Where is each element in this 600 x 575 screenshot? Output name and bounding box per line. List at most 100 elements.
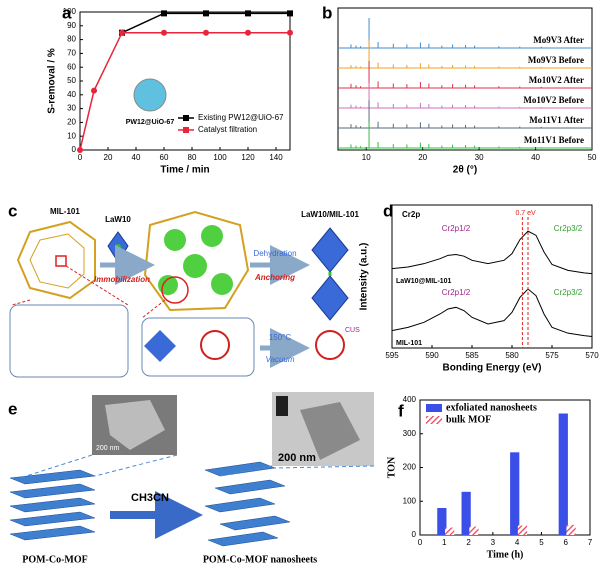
x-axis-label: Bonding Energy (eV) xyxy=(443,363,542,374)
marker xyxy=(203,10,209,17)
spectrum xyxy=(391,288,593,337)
x-tick-label: 20 xyxy=(104,153,113,162)
legend-label: bulk MOF xyxy=(446,414,491,425)
x-tick-label: 0 xyxy=(78,153,83,162)
y-axis-label: Intensity (a.u.) xyxy=(359,243,370,311)
bar xyxy=(445,527,455,535)
x-tick-label: 40 xyxy=(531,153,540,162)
x-tick-label: 60 xyxy=(160,153,169,162)
x-tick-label: 5 xyxy=(539,538,544,547)
diagram-e-art xyxy=(9,392,375,547)
y-axis-label: S-removal / % xyxy=(47,48,58,114)
legend-label: Catalyst filtration xyxy=(198,125,257,134)
bar xyxy=(510,452,520,535)
legend-marker xyxy=(183,115,189,121)
legend-marker xyxy=(183,127,189,133)
panel-label: d xyxy=(383,201,393,220)
x-tick-label: 4 xyxy=(515,538,520,547)
y-tick-label: 80 xyxy=(67,35,76,44)
x-tick-label: 40 xyxy=(132,153,141,162)
y-tick-label: 300 xyxy=(403,429,417,438)
static-texts: c MIL-101 LaW10 Immobilization LaW10/MIL… xyxy=(8,201,360,565)
y-tick-label: 400 xyxy=(403,395,417,404)
peak-label: Cr2p3/2 xyxy=(554,224,583,233)
marker xyxy=(287,10,293,17)
x-axis-label: 2θ (°) xyxy=(453,165,477,176)
inset-art xyxy=(133,78,167,112)
marker xyxy=(245,10,251,17)
y-tick-label: 70 xyxy=(67,49,76,58)
label: Anchoring xyxy=(254,273,295,282)
marker xyxy=(161,10,167,17)
inset-label: PW12@UiO-67 xyxy=(126,119,175,126)
label: CH3CN xyxy=(131,492,169,504)
plot-frame xyxy=(337,7,593,151)
bar xyxy=(469,526,479,535)
x-tick-label: 0 xyxy=(418,538,423,547)
label: Dehydration xyxy=(253,249,296,258)
marker xyxy=(77,147,83,153)
peak-label: Cr2p3/2 xyxy=(554,288,583,297)
y-tick-label: 0 xyxy=(412,530,417,539)
y-tick-label: 100 xyxy=(63,7,77,16)
legend-label: Existing PW12@UiO-67 xyxy=(198,113,284,122)
marker xyxy=(287,29,293,36)
marker xyxy=(203,29,209,36)
x-tick-label: 1 xyxy=(442,538,447,547)
bar xyxy=(566,524,576,535)
label: CUS xyxy=(345,327,360,334)
bar xyxy=(461,491,471,535)
spectrum-title: Cr2p xyxy=(402,210,420,219)
x-tick-label: 575 xyxy=(545,351,559,360)
bar xyxy=(437,508,447,535)
x-tick-label: 6 xyxy=(563,538,568,547)
y-tick-label: 0 xyxy=(72,145,77,154)
bar xyxy=(517,525,528,535)
y-tick-label: 50 xyxy=(67,76,76,85)
marker xyxy=(91,87,97,94)
diagram-c-art xyxy=(9,210,349,378)
panel-label: f xyxy=(398,401,404,420)
x-tick-label: 570 xyxy=(585,351,599,360)
x-tick-label: 80 xyxy=(188,153,197,162)
marker xyxy=(245,29,251,36)
trace-label: Mo11V1 After xyxy=(529,115,584,125)
x-axis-label: Time / min xyxy=(160,165,209,176)
x-tick-label: 2 xyxy=(466,538,471,547)
y-tick-label: 90 xyxy=(67,21,76,30)
panel-label: e xyxy=(8,399,17,418)
marker xyxy=(119,29,125,36)
panel-label: a xyxy=(62,3,72,22)
label: MIL-101 xyxy=(50,207,80,216)
trace-label: Mo9V3 Before xyxy=(528,55,584,65)
label: POM-Co-MOF xyxy=(22,554,88,565)
y-tick-label: 100 xyxy=(403,496,417,505)
x-tick-label: 580 xyxy=(505,351,519,360)
trace-label: Mo10V2 Before xyxy=(523,95,584,105)
y-tick-label: 200 xyxy=(403,463,417,472)
x-tick-label: 3 xyxy=(491,538,496,547)
trace-label: LaW10@MIL-101 xyxy=(396,278,452,285)
x-tick-label: 585 xyxy=(465,351,479,360)
x-tick-label: 10 xyxy=(362,153,371,162)
scale-bar: 200 nm xyxy=(96,445,120,452)
panel-label: c xyxy=(8,201,17,220)
legend-swatch xyxy=(426,404,442,412)
x-tick-label: 7 xyxy=(588,538,593,547)
x-tick-label: 120 xyxy=(241,153,255,162)
label: LaW10/MIL-101 xyxy=(301,210,359,219)
plot-frame xyxy=(391,204,593,349)
label: Vacuum xyxy=(265,355,294,364)
trace-label: Mo11V1 Before xyxy=(524,135,584,145)
peak-label: Cr2p1/2 xyxy=(442,224,471,233)
legend-swatch xyxy=(426,416,442,424)
y-tick-label: 30 xyxy=(67,104,76,113)
peak-label: Cr2p1/2 xyxy=(442,288,471,297)
label: LaW10 xyxy=(105,215,131,224)
bar xyxy=(558,413,568,535)
trace-label: Mo9V3 After xyxy=(533,35,584,45)
spectrum xyxy=(391,230,593,275)
scale-bar: 200 nm xyxy=(278,452,316,464)
x-tick-label: 100 xyxy=(213,153,227,162)
